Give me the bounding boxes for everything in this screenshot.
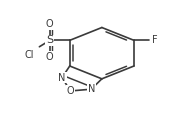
Text: O: O <box>46 52 53 62</box>
Text: N: N <box>58 73 66 82</box>
Text: Cl: Cl <box>25 50 34 60</box>
Text: F: F <box>152 35 157 45</box>
Text: N: N <box>88 84 95 94</box>
Text: O: O <box>46 19 53 29</box>
Text: O: O <box>66 86 74 96</box>
Text: S: S <box>46 35 53 45</box>
